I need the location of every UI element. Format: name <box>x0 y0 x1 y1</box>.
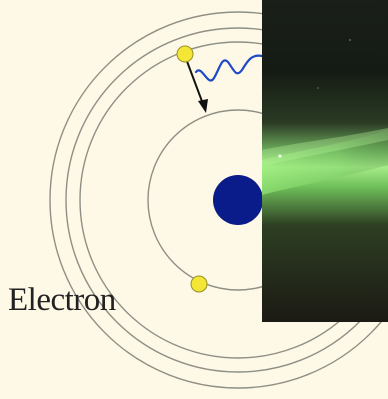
orbits <box>49 11 388 389</box>
nucleus-icon <box>213 175 263 225</box>
aurora-photo <box>262 0 388 322</box>
electron-icon-lower <box>190 275 208 293</box>
orbit-ring-3 <box>65 27 388 373</box>
orbit-ring-2 <box>79 41 388 359</box>
photon-wave-icon <box>194 54 264 82</box>
electron-label: Electron <box>8 282 116 318</box>
orbit-ring-4 <box>49 11 388 389</box>
transition-arrow-icon <box>184 55 208 113</box>
electron-icon-upper <box>176 45 194 63</box>
